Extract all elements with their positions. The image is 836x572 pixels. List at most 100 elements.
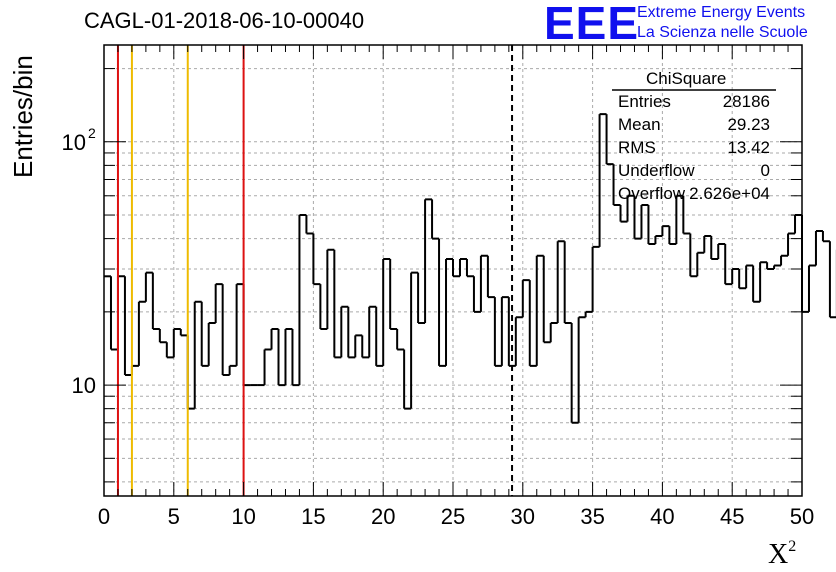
histogram-bin [389, 258, 398, 331]
histogram-bin [354, 334, 363, 358]
histogram-bin [298, 214, 307, 386]
histogram-bin [577, 316, 586, 423]
histogram-bin [179, 329, 188, 337]
x-tick-label: 5 [168, 504, 180, 529]
stats-key: Underflow [618, 161, 695, 180]
histogram-bin [333, 249, 342, 359]
x-tick-label: 25 [441, 504, 465, 529]
histogram-bin [745, 264, 754, 289]
histogram-bin [458, 257, 467, 277]
histogram-bin [828, 241, 836, 319]
histogram-bin [235, 283, 244, 366]
y-tick-label: 10 [72, 373, 96, 398]
stats-key: Overflow [618, 184, 686, 203]
histogram-bin [417, 272, 426, 324]
histogram-bin [312, 233, 321, 286]
x-tick-label: 30 [511, 504, 535, 529]
histogram-bin [556, 240, 565, 323]
histogram-bin [200, 301, 209, 367]
histogram-bin [647, 204, 656, 246]
histogram-bin [403, 349, 412, 410]
histogram-bin [521, 279, 530, 318]
histogram-bin [375, 306, 384, 367]
histogram-bin [472, 276, 481, 313]
histogram-bin [563, 241, 572, 324]
histogram-bin [130, 364, 139, 376]
stats-value: 13.42 [727, 138, 770, 157]
histogram-bin [368, 305, 377, 358]
stats-box-title: ChiSquare [646, 69, 727, 88]
histogram-bin [814, 229, 823, 266]
marker-lines-layer [116, 45, 514, 496]
histogram-bin [228, 364, 237, 376]
stats-key: Entries [618, 92, 671, 111]
histogram-bin [619, 204, 628, 223]
histogram-bin [759, 261, 768, 302]
histogram-bin [151, 272, 160, 331]
chart-title: CAGL-01-2018-06-10-00040 [84, 8, 365, 33]
histogram-bin [542, 255, 551, 344]
histogram-bin [116, 275, 125, 350]
histogram-bin [263, 348, 272, 386]
histogram-bin [605, 114, 614, 166]
histogram-bin [305, 215, 314, 235]
histogram-bin [291, 329, 300, 387]
histogram-bin [158, 329, 167, 344]
histogram-bin [724, 244, 733, 286]
histogram-bin [801, 215, 809, 313]
stats-value: 28186 [722, 92, 770, 111]
x-tick-label: 0 [98, 504, 110, 529]
histogram-bin [821, 230, 830, 243]
stats-value: 29.23 [727, 115, 770, 134]
histogram-bin [752, 265, 761, 303]
histogram-bin [221, 284, 230, 377]
x-tick-label: 15 [301, 504, 325, 529]
histogram-bin [445, 257, 453, 366]
x-axis-label: X2 [768, 538, 796, 571]
histogram-bin [514, 316, 523, 366]
histogram-bin [319, 284, 328, 331]
histogram-bin [780, 254, 789, 266]
y-tick-label: 10 [62, 130, 86, 155]
histogram-bin [689, 233, 698, 278]
logo-line-1: Extreme Energy Events [637, 4, 806, 21]
x-tick-label: 40 [650, 504, 674, 529]
histogram-bin [738, 269, 747, 290]
y-axis-label: Entries/bin [8, 55, 38, 178]
histogram-bin [382, 257, 391, 366]
histogram-bin [123, 276, 132, 377]
histogram-bin [242, 284, 251, 387]
histogram-bin [172, 328, 181, 358]
histogram-bin [626, 194, 635, 222]
histogram-bin [500, 296, 509, 366]
histogram-bin [340, 305, 349, 358]
histogram-bin [528, 280, 537, 367]
y-tick-label-exponent: 2 [88, 125, 96, 141]
histogram-bin [347, 306, 356, 359]
histogram-bin [717, 243, 726, 259]
histogram-bin [410, 271, 419, 409]
histogram-bin [465, 258, 474, 278]
histogram-bin [549, 321, 558, 343]
histogram-bin [438, 238, 447, 367]
eee-logo-mark: EEE [544, 0, 640, 49]
x-tick-label: 35 [580, 504, 604, 529]
x-tick-label: 20 [371, 504, 395, 529]
histogram-bin [137, 300, 146, 366]
stats-key: RMS [618, 138, 656, 157]
tick-layer [103, 45, 803, 496]
stats-value: 0 [760, 161, 770, 180]
histogram-bin [710, 236, 719, 260]
histogram-bin [214, 283, 223, 323]
histogram-bin [326, 248, 335, 330]
histogram-bin [787, 232, 796, 256]
histogram-bin [766, 262, 775, 271]
x-tick-label: 10 [231, 504, 255, 529]
histogram-bin [703, 235, 712, 253]
histogram-bin [396, 329, 405, 351]
histogram-bin [186, 335, 195, 410]
histogram-bin [479, 254, 488, 312]
histogram-bin [109, 276, 118, 351]
histogram-bin [682, 195, 691, 235]
